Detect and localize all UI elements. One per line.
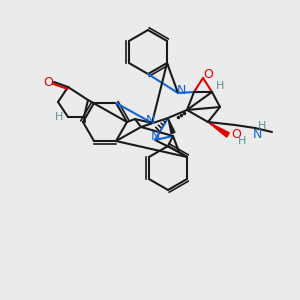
Text: O: O [203,68,213,80]
Text: H: H [216,81,224,91]
Text: N: N [252,128,262,140]
Text: H: H [258,121,266,131]
Text: O: O [231,128,241,142]
Polygon shape [208,122,230,137]
Text: H: H [55,112,63,122]
Text: N: N [145,113,155,127]
Polygon shape [168,118,175,134]
Text: N: N [150,130,160,143]
Text: N: N [176,85,186,98]
Text: O: O [43,76,53,88]
Text: H: H [238,136,246,146]
